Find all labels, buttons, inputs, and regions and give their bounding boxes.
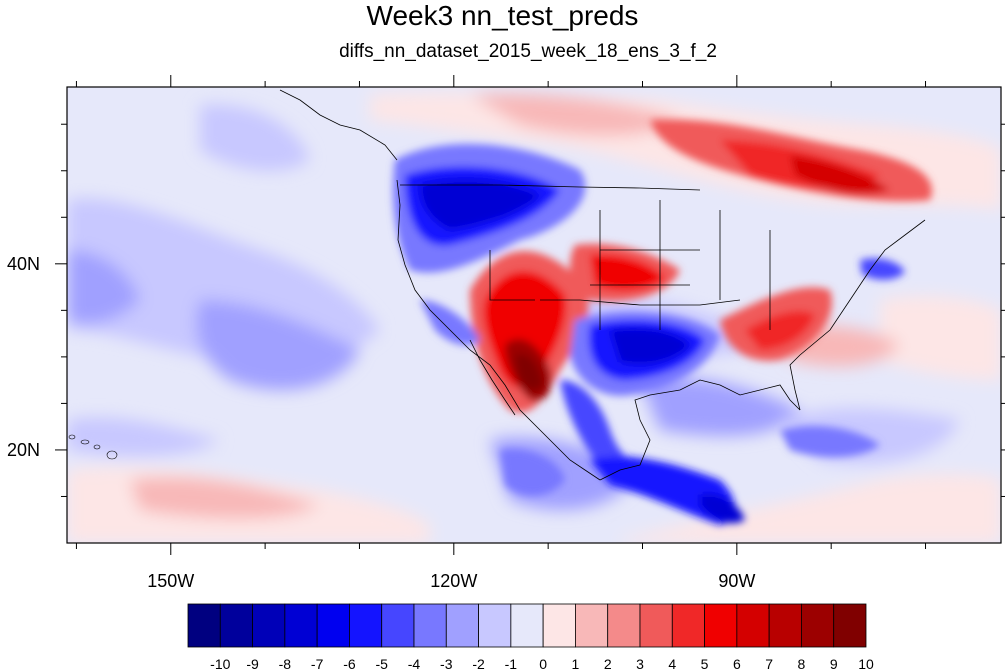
colorbar-swatch — [608, 604, 640, 647]
colorbar-label: 6 — [733, 656, 741, 672]
colorbar-swatch — [317, 604, 349, 647]
colorbar-swatch — [220, 604, 252, 647]
lat-axis-label: 40N — [7, 254, 40, 274]
colorbar-label: -8 — [279, 656, 292, 672]
map-figure: 150W 120W 90W40N20N -10 -9 -8 -7 -6 -5 -4 -3 -2 -1 0… — [0, 0, 1005, 672]
colorbar-label: 10 — [858, 656, 874, 672]
colorbar-label: -1 — [505, 656, 518, 672]
colorbar-swatch — [349, 604, 381, 647]
colorbar-label: -3 — [440, 656, 453, 672]
field-layer — [67, 87, 1001, 543]
colorbar-swatch — [769, 604, 801, 647]
colorbar-swatch — [737, 604, 769, 647]
colorbar-label: 9 — [830, 656, 838, 672]
colorbar-label: -10 — [210, 656, 230, 672]
colorbar-label: -6 — [343, 656, 356, 672]
colorbar-label: 1 — [572, 656, 580, 672]
lon-axis-label: 120W — [430, 571, 477, 591]
colorbar-label: -4 — [408, 656, 421, 672]
colorbar-swatch — [672, 604, 704, 647]
colorbar-label: 0 — [539, 656, 547, 672]
colorbar-label: 5 — [701, 656, 709, 672]
colorbar-label: 2 — [604, 656, 612, 672]
colorbar-swatch — [834, 604, 866, 647]
colorbar-label: 8 — [798, 656, 806, 672]
colorbar-label: -5 — [375, 656, 388, 672]
colorbar-swatch — [479, 604, 511, 647]
colorbar-swatch — [414, 604, 446, 647]
lon-axis-label: 90W — [718, 571, 755, 591]
colorbar-swatch — [801, 604, 833, 647]
colorbar-swatch — [382, 604, 414, 647]
colorbar-label: 4 — [668, 656, 676, 672]
colorbar-label: 3 — [636, 656, 644, 672]
colorbar-swatch — [543, 604, 575, 647]
colorbar-label: -2 — [472, 656, 485, 672]
lat-axis-label: 20N — [7, 440, 40, 460]
colorbar-swatch — [640, 604, 672, 647]
colorbar-swatch — [511, 604, 543, 647]
colorbar-label: -7 — [311, 656, 324, 672]
colorbar-swatch — [705, 604, 737, 647]
colorbar-label: 7 — [765, 656, 773, 672]
colorbar-label: -9 — [246, 656, 259, 672]
lon-axis-label: 150W — [147, 571, 194, 591]
colorbar: -10 -9 -8 -7 -6 -5 -4 -3 -2 -1 0 1 2 3 4 5 6 7 8 9 10 — [188, 604, 874, 672]
colorbar-swatch — [575, 604, 607, 647]
colorbar-swatch — [285, 604, 317, 647]
colorbar-swatch — [188, 604, 220, 647]
colorbar-swatch — [446, 604, 478, 647]
colorbar-swatch — [253, 604, 285, 647]
